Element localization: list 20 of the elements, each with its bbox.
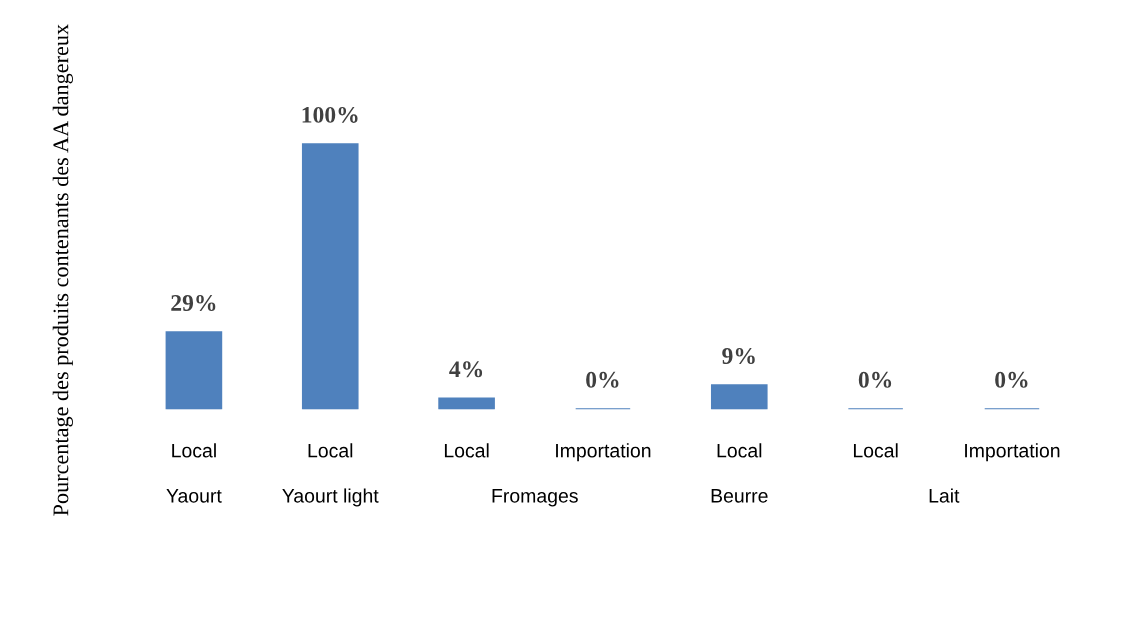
data-label: 9%: [722, 348, 755, 365]
data-label: 4%: [449, 361, 483, 378]
data-label: 0%: [586, 371, 619, 388]
data-label: 100%: [302, 106, 358, 123]
text: Local: [717, 443, 762, 458]
y-axis-title: Pourcentage des produits contenants des AA dangereux: [52, 24, 73, 516]
x-tick-label: Yaourt light: [282, 488, 379, 507]
data-label: 29%: [171, 295, 216, 312]
data-label: 0%: [995, 371, 1028, 388]
data-label: 0%: [858, 371, 892, 388]
x-tick-label: Beurre: [711, 489, 768, 503]
text: Local: [853, 443, 898, 458]
text: Local: [308, 443, 353, 458]
x-tick-label: Fromages: [492, 489, 578, 507]
x-tick-label: Yaourt: [166, 489, 222, 503]
x-tick-label: Lait: [929, 488, 960, 503]
text: Importation: [556, 443, 651, 462]
series-label: Local: [172, 443, 216, 458]
text: Local: [444, 443, 489, 458]
text: Importation: [965, 443, 1060, 462]
